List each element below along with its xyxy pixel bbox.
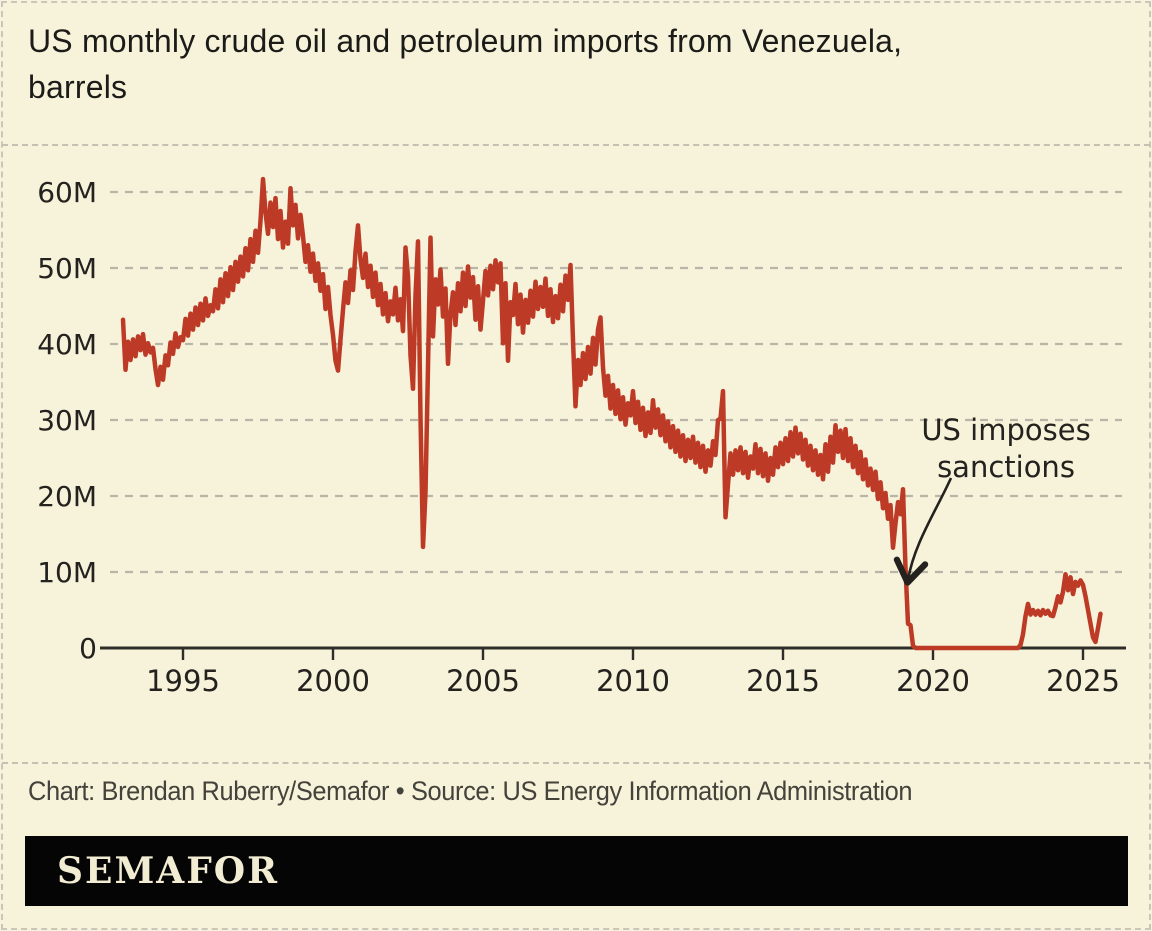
- x-tick-label-2010: 2010: [596, 664, 670, 698]
- x-tick-label-2025: 2025: [1046, 664, 1120, 698]
- annotation-text-line1: US imposes: [921, 413, 1090, 447]
- x-tick-label-2015: 2015: [746, 664, 820, 698]
- semafor-logo-bar: SEMAFOR: [25, 836, 1128, 906]
- y-tick-label-10M: 10M: [37, 556, 97, 589]
- x-tick-label-2000: 2000: [296, 664, 370, 698]
- header-separator: [2, 144, 1150, 146]
- gridlines: [110, 190, 1122, 574]
- y-tick-label-50M: 50M: [37, 252, 97, 285]
- y-tick-label-0: 0: [79, 632, 97, 665]
- imports-series-line: [120, 176, 1103, 651]
- annotation-arrow: [893, 477, 953, 586]
- line-chart: 0 10M 20M 30M 40M 50M 60M 1995 2000 2005 2010 2015…: [37, 176, 1126, 698]
- footer-separator: [2, 762, 1150, 764]
- chart-title-line1: US monthly crude oil and petroleum impor…: [28, 23, 903, 59]
- semafor-wordmark: SEMAFOR: [57, 850, 280, 892]
- y-tick-label-30M: 30M: [37, 404, 97, 437]
- y-tick-label-60M: 60M: [37, 176, 97, 209]
- chart-title: US monthly crude oil and petroleum impor…: [28, 18, 1128, 110]
- chart-title-line2: barrels: [28, 69, 128, 105]
- x-axis-ticks: [181, 648, 1085, 660]
- x-tick-label-2005: 2005: [446, 664, 520, 698]
- y-tick-label-40M: 40M: [37, 328, 97, 361]
- y-tick-label-20M: 20M: [37, 480, 97, 513]
- x-tick-label-1995: 1995: [146, 664, 220, 698]
- annotation-text-line2: sanctions: [937, 450, 1075, 484]
- x-axis-labels: 1995 2000 2005 2010 2015 2020 2025: [146, 664, 1120, 698]
- y-axis-labels: 0 10M 20M 30M 40M 50M 60M: [37, 176, 97, 665]
- x-tick-label-2020: 2020: [896, 664, 970, 698]
- credit-source-text: Chart: Brendan Ruberry/Semafor • Source:…: [28, 776, 913, 806]
